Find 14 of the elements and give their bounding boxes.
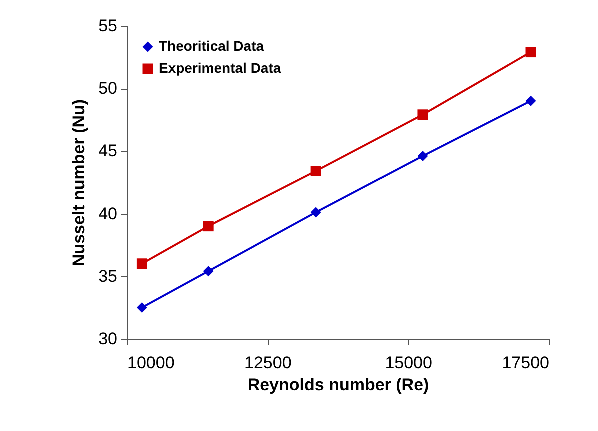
x-tick-label: 17500 bbox=[502, 354, 550, 372]
y-tick-label: 30 bbox=[98, 330, 118, 348]
x-tick-label: 12500 bbox=[244, 354, 292, 372]
y-tick-label: 40 bbox=[98, 204, 118, 224]
y-tick-label: 50 bbox=[98, 79, 118, 98]
y-tick-label: 55 bbox=[98, 16, 118, 36]
y-axis-title: Nusselt number (Nu) bbox=[70, 99, 89, 267]
x-tick-label: 10000 bbox=[128, 354, 175, 372]
legend-label: Experimental Data bbox=[159, 60, 282, 76]
x-tick-label: 15000 bbox=[385, 354, 432, 372]
y-tick-label: 45 bbox=[98, 142, 118, 161]
y-tick-label: 35 bbox=[98, 266, 118, 286]
x-axis-title: Reynolds number (Re) bbox=[248, 376, 430, 394]
legend-label: Theoritical Data bbox=[159, 38, 264, 54]
